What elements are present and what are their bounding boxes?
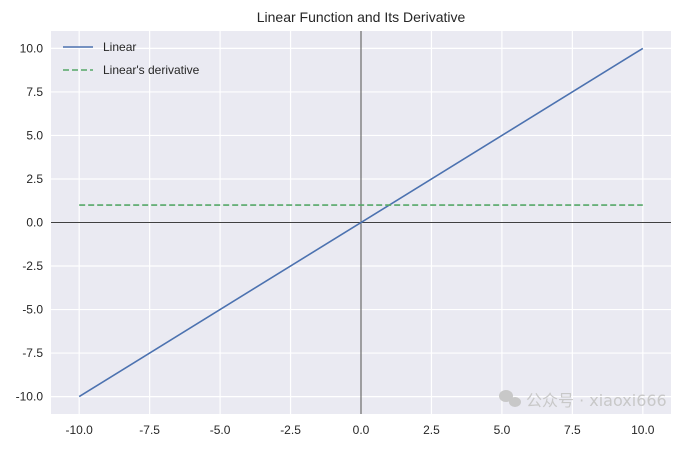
y-tick-label: 5.0 bbox=[26, 128, 43, 142]
x-tick-label: 5.0 bbox=[494, 423, 511, 437]
x-tick-label: -5.0 bbox=[210, 423, 231, 437]
chart-title: Linear Function and Its Derivative bbox=[257, 9, 466, 25]
x-tick-label: -2.5 bbox=[280, 423, 301, 437]
y-tick-label: 7.5 bbox=[26, 85, 43, 99]
x-tick-label: 0.0 bbox=[353, 423, 370, 437]
y-tick-label: -7.5 bbox=[22, 346, 43, 360]
y-tick-label: -5.0 bbox=[22, 303, 43, 317]
y-tick-label: -2.5 bbox=[22, 259, 43, 273]
y-tick-label: -10.0 bbox=[16, 390, 44, 404]
series-line-0 bbox=[78, 47, 644, 398]
x-tick-label: 7.5 bbox=[564, 423, 581, 437]
watermark-text: 公众号 · xiaoxi666 bbox=[526, 391, 667, 410]
x-tick-label: -10.0 bbox=[66, 423, 94, 437]
legend-label: Linear's derivative bbox=[103, 63, 200, 77]
x-tick-label: 2.5 bbox=[423, 423, 440, 437]
watermark: 公众号 · xiaoxi666 bbox=[499, 390, 667, 410]
x-tick-label: 10.0 bbox=[631, 423, 655, 437]
wechat-icon bbox=[499, 390, 521, 407]
y-tick-label: 10.0 bbox=[20, 41, 44, 55]
tick-labels: -10.0 -7.5 -5.0 -2.5 0.0 2.5 5.0 7.5 10.0 10.0 7.5… bbox=[16, 41, 655, 437]
x-tick-label: -7.5 bbox=[139, 423, 160, 437]
legend-label: Linear bbox=[103, 40, 136, 54]
y-tick-label: 2.5 bbox=[26, 172, 43, 186]
series-group bbox=[78, 47, 644, 398]
legend: Linear Linear's derivative bbox=[63, 40, 200, 77]
y-tick-label: 0.0 bbox=[26, 216, 43, 230]
